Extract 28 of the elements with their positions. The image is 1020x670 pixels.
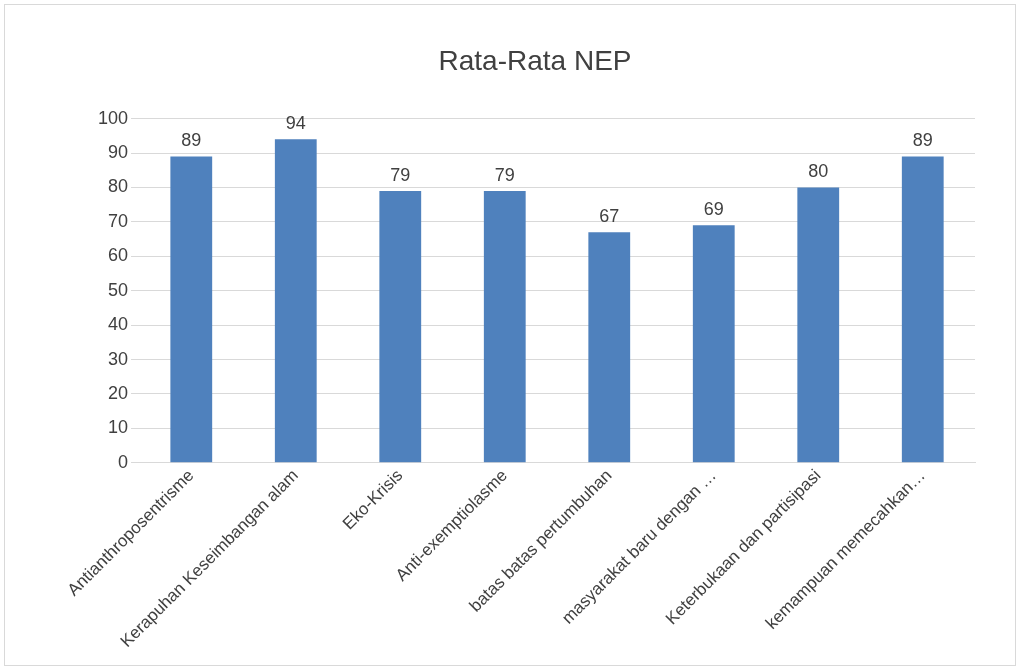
y-tick-label: 50 [108,279,129,300]
bar [797,187,840,463]
bar [170,156,213,463]
y-tick-label: 20 [108,382,129,403]
bar [483,190,526,463]
y-tick-label: 100 [97,107,129,128]
y-tick-label: 30 [108,348,129,369]
data-label: 67 [599,206,620,227]
y-tick-label: 70 [108,210,129,231]
data-label: 89 [912,130,933,151]
bar [588,232,631,463]
bar [692,225,735,463]
y-tick-label: 60 [108,245,129,266]
bar [379,190,422,463]
y-tick-label: 0 [118,451,129,472]
bar [274,139,317,463]
y-tick-label: 40 [108,314,129,335]
data-label: 79 [390,164,411,185]
y-tick-label: 10 [108,417,129,438]
bar [901,156,944,463]
data-label: 79 [494,164,515,185]
data-label: 80 [808,161,829,182]
data-label: 94 [285,113,306,134]
chart-title: Rata-Rata NEP [438,44,632,76]
y-tick-label: 90 [108,141,129,162]
data-label: 69 [703,199,724,220]
data-label: 89 [181,130,202,151]
y-tick-label: 80 [108,176,129,197]
